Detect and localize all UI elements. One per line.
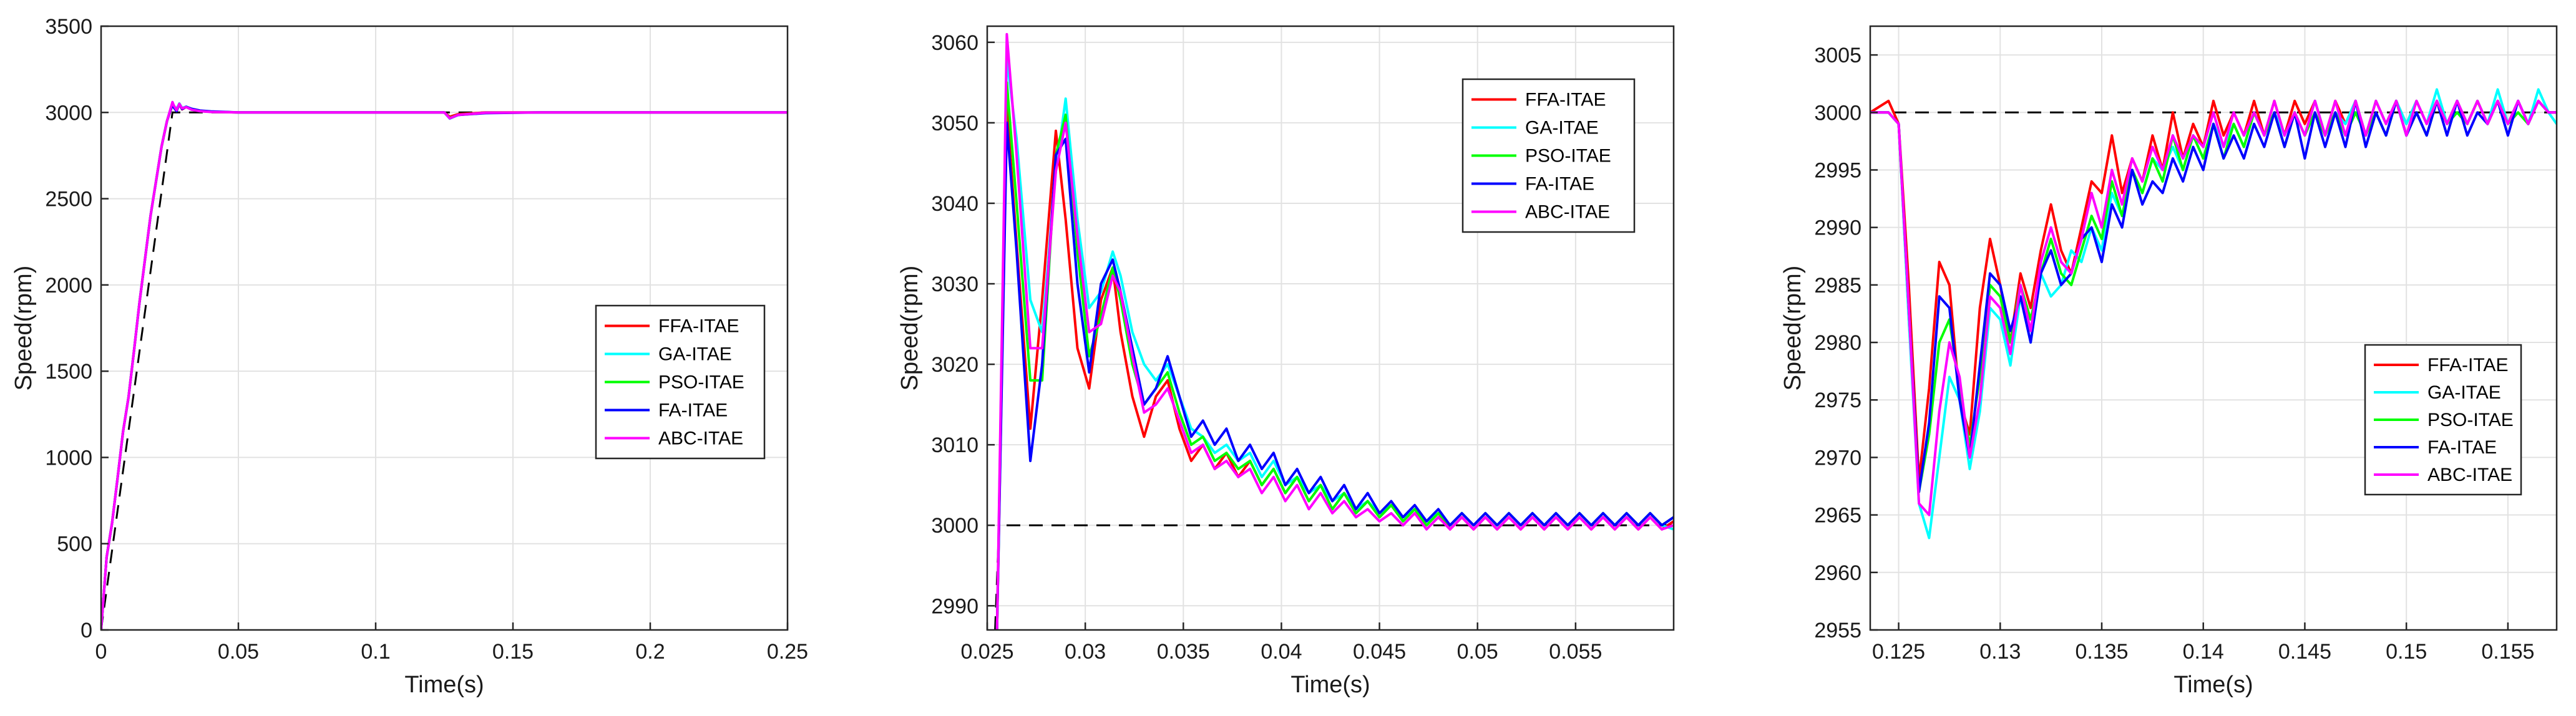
legend: FFA-ITAE GA-ITAE PSO-ITAE FA-ITAE ABC-ITAE bbox=[2364, 344, 2522, 496]
legend-label: ABC-ITAE bbox=[2427, 465, 2512, 485]
y-tick-label: 3010 bbox=[931, 433, 978, 457]
y-tick-label: 0 bbox=[80, 619, 92, 642]
series-group bbox=[1870, 88, 2557, 539]
x-tick-label: 0.05 bbox=[218, 640, 259, 664]
x-tick-label: 0.05 bbox=[1457, 640, 1498, 664]
y-tick-label: 3020 bbox=[931, 353, 978, 377]
x-tick-label: 0 bbox=[95, 640, 107, 664]
y-tick-label: 2990 bbox=[931, 594, 978, 618]
axes-box bbox=[1869, 25, 2558, 631]
series-group bbox=[995, 32, 1674, 630]
chart-panel-2: 0.025 0.03 0.035 0.04 0.045 0.05 0.055 2990 3000… bbox=[897, 25, 1675, 698]
legend-label: ABC-ITAE bbox=[1525, 202, 1610, 223]
legend-box bbox=[595, 304, 766, 460]
y-tick-label: 3040 bbox=[931, 192, 978, 216]
x-axis-label: Time(s) bbox=[404, 672, 484, 698]
axes-box bbox=[100, 25, 789, 631]
legend: FFA-ITAE GA-ITAE PSO-ITAE FA-ITAE ABC-ITAE bbox=[1461, 78, 1636, 233]
x-tick-label: 0.2 bbox=[635, 640, 665, 664]
y-tick-label: 2990 bbox=[1814, 216, 1861, 240]
y-tick-label: 2000 bbox=[45, 274, 92, 298]
series-line-fa-itae bbox=[1870, 99, 2557, 493]
series-line-abc-itae bbox=[995, 32, 1674, 630]
y-tick-label: 3000 bbox=[1814, 101, 1861, 125]
y-tick-label: 3000 bbox=[931, 514, 978, 538]
series-line-abc-itae bbox=[1870, 99, 2557, 516]
chart-panel-3: 0.125 0.13 0.135 0.14 0.145 0.15 0.155 2955 2960… bbox=[1780, 25, 2558, 698]
series-line-abc-itae bbox=[101, 100, 788, 630]
y-tick-label: 1500 bbox=[45, 360, 92, 384]
legend-label: FFA-ITAE bbox=[658, 316, 739, 337]
legend-label: GA-ITAE bbox=[1525, 118, 1599, 138]
x-tick-label: 0.14 bbox=[2183, 640, 2224, 664]
legend-label: GA-ITAE bbox=[2427, 382, 2501, 403]
x-tick-label: 0.035 bbox=[1157, 640, 1210, 664]
y-tick-label: 2965 bbox=[1814, 504, 1861, 528]
chart-panel-1: 0 0.05 0.1 0.15 0.2 0.25 0 500 1000 1500 2000 2500 3… bbox=[11, 15, 808, 698]
y-tick-label: 2500 bbox=[45, 188, 92, 211]
legend-label: ABC-ITAE bbox=[658, 428, 743, 449]
legend-label: FFA-ITAE bbox=[1525, 90, 1606, 110]
y-tick-label: 3060 bbox=[931, 31, 978, 55]
y-tick-label: 2975 bbox=[1814, 389, 1861, 412]
y-tick-label: 2995 bbox=[1814, 158, 1861, 182]
legend-label: FFA-ITAE bbox=[2427, 355, 2508, 375]
x-tick-label: 0.15 bbox=[492, 640, 534, 664]
y-tick-label: 3005 bbox=[1814, 44, 1861, 67]
x-tick-label: 0.025 bbox=[960, 640, 1013, 664]
y-tick-label: 2980 bbox=[1814, 331, 1861, 355]
x-tick-label: 0.1 bbox=[361, 640, 390, 664]
legend-label: FA-ITAE bbox=[658, 400, 728, 421]
series-group bbox=[101, 100, 788, 630]
legend: FFA-ITAE GA-ITAE PSO-ITAE FA-ITAE ABC-ITAE bbox=[595, 304, 766, 460]
y-tick-label: 3030 bbox=[931, 273, 978, 296]
y-tick-label: 3050 bbox=[931, 112, 978, 135]
y-tick-label: 2985 bbox=[1814, 274, 1861, 298]
x-axis-label: Time(s) bbox=[2174, 672, 2253, 698]
legend-label: PSO-ITAE bbox=[2427, 410, 2514, 430]
y-tick-label: 2970 bbox=[1814, 446, 1861, 470]
y-tick-label: 2955 bbox=[1814, 619, 1861, 642]
x-tick-label: 0.13 bbox=[1979, 640, 2021, 664]
x-tick-label: 0.125 bbox=[1872, 640, 1925, 664]
x-tick-label: 0.155 bbox=[2481, 640, 2534, 664]
x-tick-label: 0.03 bbox=[1065, 640, 1106, 664]
x-tick-label: 0.055 bbox=[1549, 640, 1602, 664]
y-axis-label: Speed(rpm) bbox=[897, 266, 923, 391]
y-tick-label: 1000 bbox=[45, 446, 92, 470]
y-axis-label: Speed(rpm) bbox=[1780, 266, 1806, 391]
x-axis-label: Time(s) bbox=[1290, 672, 1370, 698]
x-tick-label: 0.145 bbox=[2278, 640, 2331, 664]
legend-label: GA-ITAE bbox=[658, 344, 732, 365]
x-tick-label: 0.04 bbox=[1261, 640, 1302, 664]
y-tick-label: 500 bbox=[57, 533, 92, 556]
series-line-fa-itae bbox=[995, 121, 1674, 630]
x-tick-label: 0.25 bbox=[767, 640, 808, 664]
axes-box bbox=[986, 25, 1675, 631]
legend-label: PSO-ITAE bbox=[1525, 146, 1611, 167]
x-tick-label: 0.135 bbox=[2075, 640, 2128, 664]
x-tick-label: 0.045 bbox=[1353, 640, 1406, 664]
y-tick-label: 2960 bbox=[1814, 561, 1861, 585]
legend-label: FA-ITAE bbox=[1525, 174, 1594, 195]
y-tick-label: 3000 bbox=[45, 101, 92, 125]
x-tick-label: 0.15 bbox=[2386, 640, 2427, 664]
legend-label: PSO-ITAE bbox=[658, 372, 744, 393]
y-axis-label: Speed(rpm) bbox=[11, 266, 37, 391]
y-tick-label: 3500 bbox=[45, 15, 92, 39]
legend-label: FA-ITAE bbox=[2427, 437, 2497, 458]
